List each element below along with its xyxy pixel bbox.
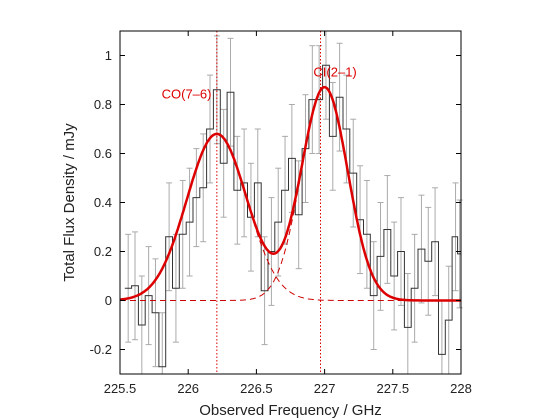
y-tick-label: 1: [105, 48, 112, 63]
x-tick-label: 227: [314, 381, 336, 396]
y-tick-label: 0.8: [94, 97, 112, 112]
gaussian-component-line: [120, 86, 461, 301]
y-tick-label: 0.2: [94, 244, 112, 259]
x-tick-label: 227.5: [377, 381, 410, 396]
plot-frame: [119, 30, 462, 375]
x-tick-label: 226: [177, 381, 199, 396]
y-tick-label: -0.2: [90, 342, 112, 357]
spectrum-layer: [124, 64, 461, 368]
x-axis-title: Observed Frequency / GHz: [199, 402, 382, 419]
y-tick-label: 0.4: [94, 195, 112, 210]
component-layer: [119, 86, 461, 301]
y-tick-label: 0.6: [94, 146, 112, 161]
line-annotation: CI(2–1): [313, 65, 356, 80]
x-tick-label: 225.5: [104, 381, 137, 396]
line-annotation: CO(7–6): [162, 87, 212, 102]
x-tick-label: 226.5: [240, 381, 273, 396]
label-layer: Observed Frequency / GHz Total Flux Dens…: [61, 65, 382, 419]
x-tick-label: 228: [450, 381, 472, 396]
axes-layer: 225.5 226 226.5 227 227.5 228 -0.2 0 0.2 0.4 0.6 0.…: [90, 30, 472, 396]
fit-layer: [119, 85, 461, 302]
y-axis-title: Total Flux Density / mJy: [61, 123, 78, 282]
spectrum-line: [124, 64, 461, 368]
y-tick-label: 0: [105, 293, 112, 308]
total-fit-line: [119, 85, 461, 302]
